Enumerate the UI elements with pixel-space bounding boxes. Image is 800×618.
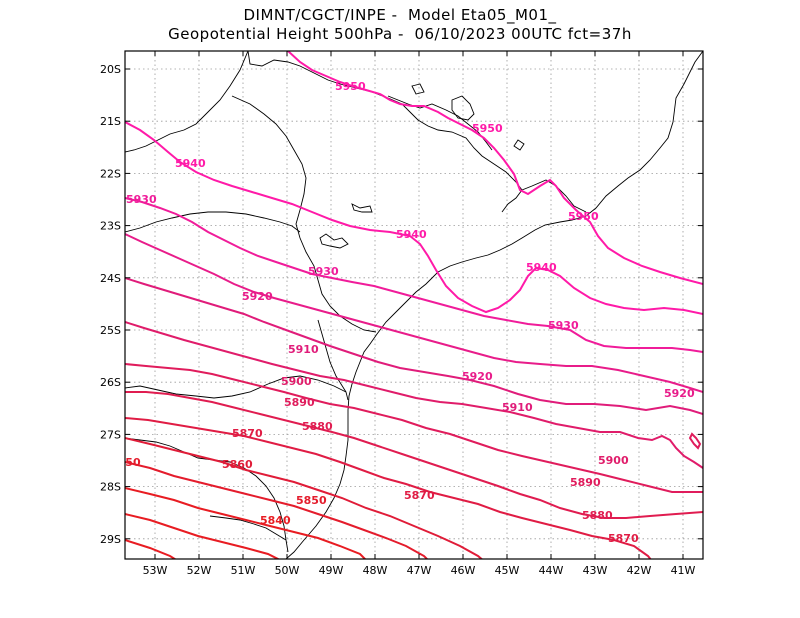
contour-label: 5850 <box>296 494 327 507</box>
latitude-tick-label: 28S <box>100 481 121 494</box>
contour-label: 5890 <box>570 476 601 489</box>
state-border-5 <box>231 95 377 333</box>
latitude-tick-label: 23S <box>100 220 121 233</box>
contour-5920 <box>125 233 703 393</box>
contour-label: 5860 <box>222 458 253 471</box>
state-border-1 <box>247 51 523 213</box>
contour-5880 <box>125 391 703 519</box>
state-border-8 <box>125 437 289 553</box>
contour-labels: 5950 5950 5950 5940 5940 5940 5930 5930 … <box>110 80 695 545</box>
contour-label: 5920 <box>462 370 493 383</box>
axis-ticks: 20S 21S 22S 23S 24S 25S 26S 27S 28S 29S 53W 52W 51W 5… <box>100 51 703 577</box>
longitude-tick-label: 53W <box>143 564 168 577</box>
contour-5860 <box>125 437 484 559</box>
contour-5900 <box>125 321 703 469</box>
reservoir-4 <box>411 83 425 95</box>
contour-label: 5920 <box>242 290 273 303</box>
longitude-tick-label: 50W <box>275 564 300 577</box>
contour-label: 5950 <box>568 210 599 223</box>
contour-label: 5900 <box>281 375 312 388</box>
state-border-4 <box>125 51 249 153</box>
contour-5850 <box>125 461 429 559</box>
latitude-tick-label: 24S <box>100 272 121 285</box>
contour-5890 <box>125 363 703 493</box>
state-border-6 <box>125 211 301 233</box>
contour-5840 <box>125 487 367 559</box>
latitude-tick-label: 22S <box>100 167 121 180</box>
geopotential-contours <box>125 51 703 559</box>
reservoir-5 <box>513 139 525 151</box>
coastline-and-borders <box>125 51 703 559</box>
contour-5930 <box>125 197 703 353</box>
contour-label: 5850 <box>110 456 141 469</box>
state-border-7 <box>125 375 349 401</box>
contour-label: 5940 <box>175 157 206 170</box>
map-title-line1: DIMNT/CGCT/INPE - Model Eta05_M01_ <box>243 6 557 24</box>
longitude-tick-label: 42W <box>627 564 652 577</box>
longitude-tick-label: 41W <box>671 564 696 577</box>
map-title-line2: Geopotential Height 500hPa - 06/10/2023 … <box>168 25 632 43</box>
longitude-tick-label: 52W <box>187 564 212 577</box>
contour-5820 <box>125 539 177 559</box>
contour-label: 5910 <box>502 401 533 414</box>
contour-label: 5940 <box>526 261 557 274</box>
latitude-tick-label: 26S <box>100 376 121 389</box>
contour-5950 <box>287 51 703 285</box>
longitude-tick-label: 49W <box>319 564 344 577</box>
contour-label: 5950 <box>472 122 503 135</box>
longitude-tick-label: 51W <box>231 564 256 577</box>
reservoir-3 <box>451 95 475 121</box>
contour-label: 5940 <box>396 228 427 241</box>
latitude-tick-label: 20S <box>100 63 121 76</box>
contour-label: 5870 <box>608 532 639 545</box>
contour-5940 <box>125 121 703 315</box>
contour-5910 <box>125 277 703 415</box>
contour-label: 5870 <box>232 427 263 440</box>
latitude-tick-label: 27S <box>100 428 121 441</box>
contour-label: 5880 <box>302 420 333 433</box>
map-frame <box>124 50 704 560</box>
latitude-tick-label: 25S <box>100 324 121 337</box>
longitude-tick-label: 44W <box>539 564 564 577</box>
longitude-tick-label: 47W <box>407 564 432 577</box>
contour-label: 5950 <box>335 80 366 93</box>
state-border-9 <box>209 515 287 541</box>
contour-label: 5890 <box>284 396 315 409</box>
atlantic-coastline <box>285 51 703 559</box>
contour-label: 5900 <box>598 454 629 467</box>
contour-label: 5920 <box>664 387 695 400</box>
contour-label: 5870 <box>404 489 435 502</box>
longitude-tick-label: 48W <box>363 564 388 577</box>
contour-5830 <box>125 513 281 559</box>
contour-label: 5930 <box>548 319 579 332</box>
longitude-tick-label: 45W <box>495 564 520 577</box>
contour-5870 <box>125 417 652 559</box>
longitude-tick-label: 43W <box>583 564 608 577</box>
longitude-tick-label: 46W <box>451 564 476 577</box>
contour-closed-small <box>688 432 702 450</box>
contour-label: 5930 <box>126 193 157 206</box>
latitude-tick-label: 29S <box>100 533 121 546</box>
contour-label: 5880 <box>582 509 613 522</box>
reservoir-2 <box>351 203 373 213</box>
latitude-tick-label: 21S <box>100 115 121 128</box>
contour-label: 5910 <box>288 343 319 356</box>
reservoir-1 <box>319 233 349 249</box>
contour-label: 5840 <box>260 514 291 527</box>
contour-label: 5930 <box>308 265 339 278</box>
